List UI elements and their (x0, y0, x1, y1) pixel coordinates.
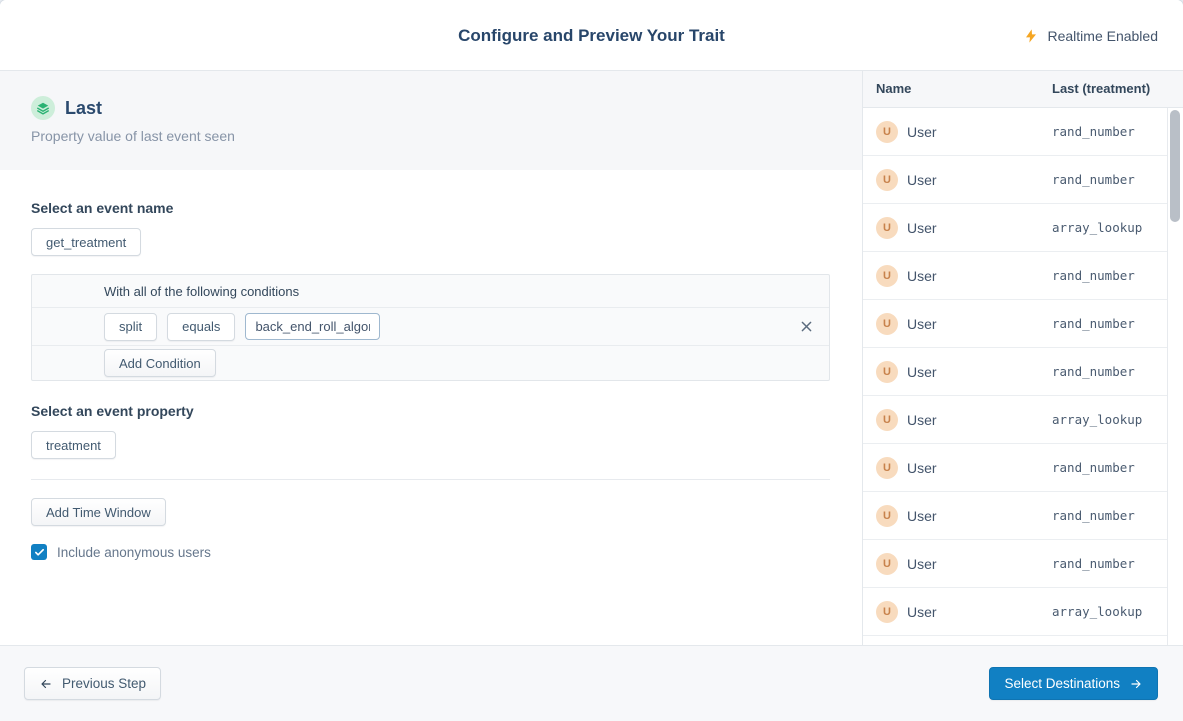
row-trait-value: rand_number (1052, 556, 1135, 571)
conditions-group: With all of the following conditions spl… (31, 274, 830, 381)
row-trait-value: array_lookup (1052, 604, 1143, 619)
include-anonymous-row: Include anonymous users (31, 544, 831, 560)
add-condition-button[interactable]: Add Condition (104, 349, 216, 377)
row-user-name: User (907, 219, 937, 236)
condition-operator-button[interactable]: equals (167, 312, 236, 341)
realtime-status-label: Realtime Enabled (1047, 27, 1158, 44)
preview-table-body: U User rand_number U User rand_number U … (863, 108, 1168, 645)
realtime-status: Realtime Enabled (1023, 0, 1158, 71)
row-trait-value: rand_number (1052, 172, 1135, 187)
row-trait-value: array_lookup (1052, 412, 1143, 427)
user-avatar: U (876, 360, 898, 383)
user-avatar: U (876, 120, 898, 143)
previous-step-label: Previous Step (62, 676, 147, 691)
modal-header: Configure and Preview Your Trait Realtim… (0, 0, 1183, 71)
trait-layers-icon (31, 96, 55, 120)
lightning-bolt-icon (1023, 27, 1039, 45)
row-user-name: User (907, 459, 937, 476)
event-name-button[interactable]: get_treatment (31, 228, 142, 256)
row-user-name: User (907, 507, 937, 524)
include-anonymous-label[interactable]: Include anonymous users (57, 544, 211, 560)
row-trait-value: rand_number (1052, 124, 1135, 139)
row-user-name: User (907, 603, 937, 620)
row-user-name: User (907, 363, 937, 380)
table-row: U User array_lookup (863, 204, 1167, 252)
row-trait-value: rand_number (1052, 364, 1135, 379)
row-trait-value: rand_number (1052, 316, 1135, 331)
trait-builder-panel: Last Property value of last event seen S… (0, 71, 863, 645)
event-property-button[interactable]: treatment (31, 431, 116, 459)
user-avatar: U (876, 456, 898, 479)
table-row: U User rand_number (863, 444, 1167, 492)
include-anonymous-checkbox[interactable] (31, 544, 47, 560)
event-name-label: Select an event name (31, 200, 174, 216)
trait-name: Last (65, 97, 103, 118)
preview-panel: Name Last (treatment) U User rand_number… (863, 71, 1183, 645)
user-avatar: U (876, 168, 898, 191)
trait-description: Property value of last event seen (31, 128, 235, 144)
user-avatar: U (876, 216, 898, 239)
remove-condition-icon[interactable] (797, 318, 815, 336)
table-row: U User rand_number (863, 108, 1167, 156)
user-avatar: U (876, 504, 898, 527)
table-row: U User array_lookup (863, 396, 1167, 444)
row-trait-value: array_lookup (1052, 220, 1143, 235)
row-user-name: User (907, 315, 937, 332)
previous-step-button[interactable]: Previous Step (24, 667, 162, 700)
page-title: Configure and Preview Your Trait (458, 26, 725, 45)
row-trait-value: rand_number (1052, 460, 1135, 475)
user-avatar: U (876, 312, 898, 335)
arrow-left-icon (39, 678, 53, 690)
column-header-last-treatment: Last (treatment) (1052, 81, 1151, 96)
preview-scrollbar (1170, 110, 1180, 641)
user-avatar: U (876, 408, 898, 431)
table-row: U User rand_number (863, 156, 1167, 204)
table-row: U User rand_number (863, 300, 1167, 348)
user-avatar: U (876, 600, 898, 623)
row-user-name: User (907, 555, 937, 572)
row-trait-value: rand_number (1052, 508, 1135, 523)
table-row: U User rand_number (863, 540, 1167, 588)
condition-value-input[interactable] (245, 313, 381, 340)
table-row: U User rand_number (863, 348, 1167, 396)
column-header-name: Name (876, 81, 912, 96)
condition-row: split equals (32, 308, 829, 346)
arrow-right-icon (1129, 678, 1143, 690)
table-row: U User rand_number (863, 492, 1167, 540)
table-row: U User array_lookup (863, 588, 1167, 636)
select-destinations-label: Select Destinations (1004, 676, 1120, 691)
section-divider (31, 479, 830, 480)
row-user-name: User (907, 171, 937, 188)
user-avatar: U (876, 552, 898, 575)
row-user-name: User (907, 123, 937, 140)
preview-table-header: Name Last (treatment) (863, 71, 1183, 108)
add-time-window-button[interactable]: Add Time Window (31, 498, 166, 526)
preview-scrollbar-thumb[interactable] (1170, 110, 1180, 222)
modal-footer: Previous Step Select Destinations (0, 645, 1183, 721)
conditions-header: With all of the following conditions (32, 275, 829, 308)
row-user-name: User (907, 267, 937, 284)
row-user-name: User (907, 411, 937, 428)
trait-summary: Last Property value of last event seen (0, 71, 862, 170)
event-property-label: Select an event property (31, 403, 194, 419)
row-trait-value: rand_number (1052, 268, 1135, 283)
table-row: U User rand_number (863, 252, 1167, 300)
condition-property-button[interactable]: split (104, 312, 158, 341)
add-condition-row: Add Condition (32, 346, 829, 380)
select-destinations-button[interactable]: Select Destinations (989, 667, 1158, 700)
user-avatar: U (876, 264, 898, 287)
